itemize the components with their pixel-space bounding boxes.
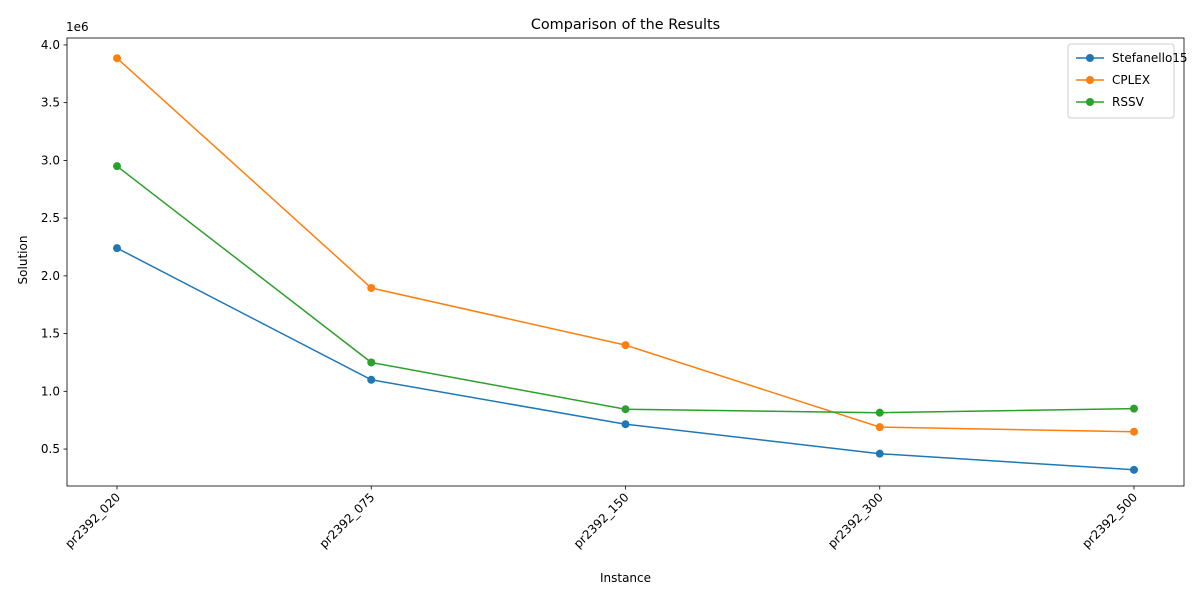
data-point-stefanello15: [621, 420, 630, 429]
x-tick-label: pr2392_150: [571, 490, 632, 551]
data-point-rssv: [367, 358, 376, 367]
legend-entry: RSSV: [1076, 95, 1145, 109]
data-point-rssv: [113, 162, 121, 171]
x-tick-label: pr2392_300: [825, 490, 886, 551]
y-axis-offset-label: 1e6: [66, 20, 89, 34]
data-point-stefanello15: [367, 375, 376, 384]
data-point-cplex: [875, 423, 884, 432]
y-tick-label: 1.0: [41, 384, 60, 398]
data-point-stefanello15: [875, 449, 884, 458]
plot-frame: [66, 37, 1185, 487]
data-point-stefanello15: [113, 244, 121, 253]
y-tick-label: 3.5: [41, 96, 60, 110]
legend-marker: [1086, 76, 1094, 84]
legend-marker: [1086, 98, 1094, 106]
data-point-cplex: [621, 341, 630, 350]
legend-box: [1067, 43, 1175, 119]
y-tick-label: 2.0: [41, 269, 60, 283]
legend-label: RSSV: [1112, 95, 1145, 109]
data-point-rssv: [875, 408, 884, 417]
y-axis-label: Solution: [16, 236, 30, 285]
legend-label: Stefanello15: [1112, 51, 1188, 65]
series-line-rssv: [116, 165, 1135, 414]
legend-entry: Stefanello15: [1076, 51, 1188, 65]
legend-entry: CPLEX: [1076, 73, 1150, 87]
legend-label: CPLEX: [1112, 73, 1150, 87]
y-tick-label: 1.5: [41, 327, 60, 341]
data-point-stefanello15: [1130, 465, 1138, 474]
y-tick-label: 2.5: [41, 211, 60, 225]
y-tick-label: 3.0: [41, 153, 60, 167]
data-point-cplex: [1130, 427, 1138, 436]
legend: Stefanello15 CPLEX RSSV: [1067, 43, 1188, 119]
series-line-cplex: [116, 57, 1135, 433]
legend-marker: [1086, 54, 1094, 62]
data-point-cplex: [113, 54, 121, 63]
data-point-rssv: [621, 405, 630, 414]
y-tick-label: 4.0: [41, 38, 60, 52]
x-tick-label: pr2392_020: [62, 490, 123, 551]
x-tick-label: pr2392_500: [1079, 490, 1140, 551]
chart-title: Comparison of the Results: [531, 17, 720, 33]
data-point-rssv: [1130, 404, 1138, 413]
plot-area: 0.5 1.0 1.5 2.0 2.5 3.0 3.5 4.0 pr2392_020 pr2392…: [41, 37, 1188, 551]
y-tick-label: 0.5: [41, 442, 60, 456]
x-axis-label: Instance: [600, 571, 651, 585]
series-line-stefanello15: [116, 247, 1135, 471]
x-tick-label: pr2392_075: [317, 490, 378, 551]
data-point-cplex: [367, 283, 376, 292]
